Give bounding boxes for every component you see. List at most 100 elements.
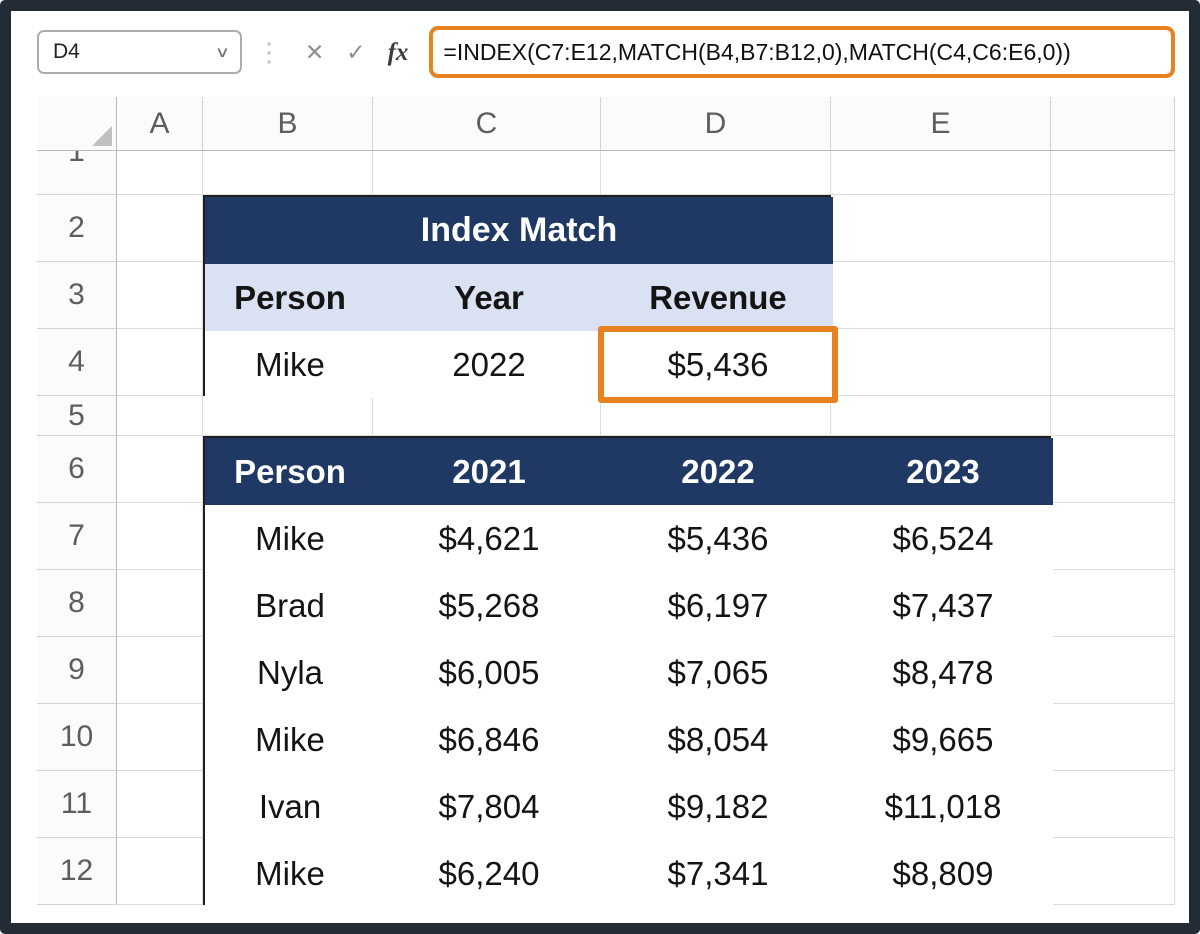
insert-function-icon[interactable]: fx [387,38,409,66]
grid-cell[interactable] [601,396,831,436]
grid-cell[interactable] [117,838,203,905]
grid-cell[interactable] [117,637,203,704]
cell[interactable]: $6,005 [375,639,603,706]
grid-cell[interactable] [117,195,203,262]
grid-cell[interactable] [117,771,203,838]
chevron-down-icon[interactable]: ∨ [214,44,231,61]
row-header-12[interactable]: 12 [37,838,117,905]
more-options-icon[interactable]: ⋮ [256,37,282,67]
row-header-3[interactable]: 3 [37,262,117,329]
grid-cell[interactable] [117,329,203,396]
grid-cell[interactable] [1051,838,1175,905]
cancel-icon[interactable]: ✕ [305,38,325,65]
row-header-5[interactable]: 5 [37,396,117,436]
grid-cell[interactable] [831,329,1051,396]
row-header-4[interactable]: 4 [37,329,117,396]
cell-d4-result[interactable]: $5,436 [598,326,838,403]
row-header-1[interactable]: 1 [37,151,117,195]
cell[interactable]: $4,621 [375,505,603,572]
column-header-a[interactable]: A [117,97,203,151]
column-header-empty[interactable] [1051,97,1175,151]
grid-cell[interactable] [601,151,831,195]
row-header-2[interactable]: 2 [37,195,117,262]
column-header-b[interactable]: B [203,97,373,151]
grid-cell[interactable] [1051,570,1175,637]
grid-cell[interactable] [831,396,1051,436]
cell[interactable]: $7,804 [375,773,603,840]
row-header-10[interactable]: 10 [37,704,117,771]
grid-cell[interactable] [1051,704,1175,771]
name-box-value: D4 [53,40,80,63]
lookup-header-person[interactable]: Person [205,264,375,331]
row-header-8[interactable]: 8 [37,570,117,637]
cell[interactable]: Ivan [205,773,375,840]
grid-cell[interactable] [373,151,601,195]
cell-b4-person[interactable]: Mike [205,331,375,398]
grid-cell[interactable] [1051,329,1175,396]
grid-cell[interactable] [373,396,601,436]
enter-icon[interactable]: ✓ [346,38,366,65]
cell[interactable]: $9,665 [833,706,1053,773]
cell[interactable]: Mike [205,505,375,572]
cell[interactable]: $7,341 [603,840,833,907]
data-table: Person 2021 2022 2023 Mike $4,621 $5,436… [203,436,1053,907]
grid-cell[interactable] [203,151,373,195]
grid-cell[interactable] [1051,195,1175,262]
cell[interactable]: $8,478 [833,639,1053,706]
grid-cell[interactable] [117,503,203,570]
cell[interactable]: $7,065 [603,639,833,706]
select-all-button[interactable] [37,97,117,151]
grid-cell[interactable] [1051,151,1175,195]
cell[interactable]: Brad [205,572,375,639]
cell[interactable]: Nyla [205,639,375,706]
formula-bar: D4 ∨ ⋮ ✕ ✓ fx =INDEX(C7:E12,MATCH(B4,B7:… [37,21,1175,83]
name-box[interactable]: D4 ∨ [37,30,242,74]
data-header-person[interactable]: Person [205,438,375,505]
grid-cell[interactable] [1051,436,1175,503]
row-header-6[interactable]: 6 [37,436,117,503]
cell[interactable]: $6,197 [603,572,833,639]
data-header-2023[interactable]: 2023 [833,438,1053,505]
cell[interactable]: $5,436 [603,505,833,572]
grid-cell[interactable] [1051,637,1175,704]
cell[interactable]: $11,018 [833,773,1053,840]
column-header-d[interactable]: D [601,97,831,151]
grid-cell[interactable] [117,570,203,637]
grid-cell[interactable] [203,396,373,436]
cell[interactable]: Mike [205,840,375,907]
grid-cell[interactable] [1051,262,1175,329]
cell[interactable]: Mike [205,706,375,773]
cell[interactable]: $6,846 [375,706,603,773]
data-header-2022[interactable]: 2022 [603,438,833,505]
grid-cell[interactable] [1051,396,1175,436]
grid-cell[interactable] [117,151,203,195]
lookup-header-revenue[interactable]: Revenue [603,264,833,331]
cell[interactable]: $8,054 [603,706,833,773]
grid-cell[interactable] [117,396,203,436]
grid-cell[interactable] [1051,771,1175,838]
formula-bar-buttons: ✕ ✓ fx [296,40,417,65]
grid-cell[interactable] [831,151,1051,195]
data-header-2021[interactable]: 2021 [375,438,603,505]
cell[interactable]: $9,182 [603,773,833,840]
cell[interactable]: $6,240 [375,840,603,907]
grid-cell[interactable] [117,436,203,503]
cell[interactable]: $6,524 [833,505,1053,572]
lookup-header-year[interactable]: Year [375,264,603,331]
grid-cell[interactable] [831,195,1051,262]
cell-c4-year[interactable]: 2022 [375,331,603,398]
cell[interactable]: $8,809 [833,840,1053,907]
row-header-7[interactable]: 7 [37,503,117,570]
cell[interactable]: $7,437 [833,572,1053,639]
grid-cell[interactable] [1051,503,1175,570]
column-header-e[interactable]: E [831,97,1051,151]
grid-cell[interactable] [117,262,203,329]
column-header-c[interactable]: C [373,97,601,151]
row-header-9[interactable]: 9 [37,637,117,704]
grid-cell[interactable] [117,704,203,771]
row-header-11[interactable]: 11 [37,771,117,838]
grid-cell[interactable] [831,262,1051,329]
cell[interactable]: $5,268 [375,572,603,639]
formula-input[interactable]: =INDEX(C7:E12,MATCH(B4,B7:B12,0),MATCH(C… [429,26,1175,78]
